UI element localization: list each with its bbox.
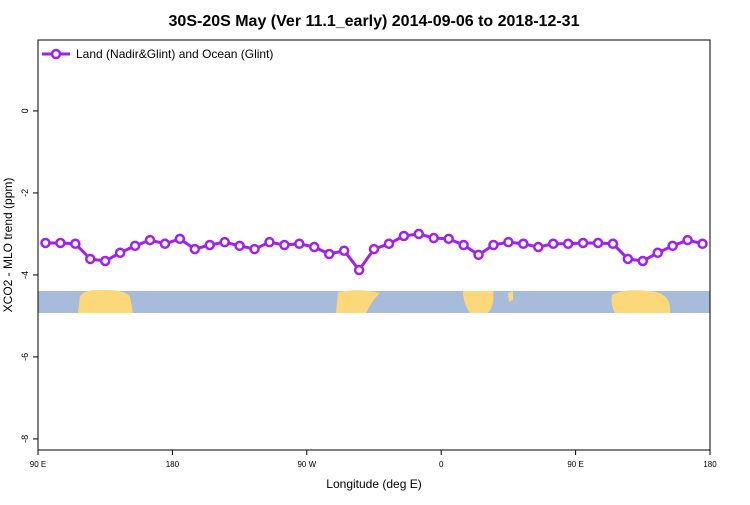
point: [488, 239, 499, 251]
point: [323, 248, 335, 260]
point: [577, 237, 589, 249]
point: [40, 237, 51, 249]
x-tick-label: 180: [166, 460, 180, 469]
point: [70, 238, 81, 250]
point: [174, 233, 186, 245]
point: [129, 240, 141, 252]
legend-marker: [50, 48, 62, 60]
point: [637, 255, 649, 267]
point: [697, 238, 708, 250]
point: [652, 247, 663, 259]
point: [219, 236, 230, 248]
x-tick-label: 90 E: [567, 460, 583, 469]
y-tick-label: -4: [20, 271, 30, 279]
point: [144, 234, 156, 246]
map-strip: [38, 289, 710, 313]
point: [234, 240, 245, 252]
point: [413, 228, 425, 240]
y-tick-label: -6: [20, 353, 30, 361]
x-tick-label: 0: [439, 460, 444, 469]
point: [309, 241, 320, 253]
y-tick-label: -8: [20, 435, 30, 443]
point: [279, 239, 290, 251]
x-tick-label: 180: [703, 460, 717, 469]
point: [473, 249, 484, 261]
x-axis-label: Longitude (deg E): [326, 477, 421, 491]
point: [294, 238, 305, 250]
point: [562, 238, 574, 250]
point: [443, 233, 454, 245]
point: [249, 243, 260, 255]
plot-frame: [37, 39, 711, 451]
point: [353, 264, 365, 276]
point: [503, 236, 514, 248]
point: [368, 243, 380, 255]
point: [114, 247, 126, 259]
x-tick-label: 90 W: [297, 460, 316, 469]
point: [85, 253, 96, 265]
y-tick-label: 0: [20, 108, 30, 113]
chart-title: 30S-20S May (Ver 11.1_early) 2014-09-06 …: [169, 13, 580, 30]
point: [682, 234, 693, 246]
point: [99, 255, 111, 267]
point: [458, 239, 469, 251]
point: [667, 240, 678, 252]
point: [264, 236, 275, 248]
point: [189, 243, 201, 255]
point: [622, 253, 634, 265]
point: [55, 237, 66, 249]
point: [159, 238, 171, 250]
point: [338, 245, 350, 256]
y-axis-label: XCO2 - MLO trend (ppm): [1, 178, 15, 313]
x-tick-label: 90 E: [30, 460, 46, 469]
point: [592, 237, 604, 249]
point: [428, 232, 439, 244]
legend-label: Land (Nadir&Glint) and Ocean (Glint): [76, 47, 273, 61]
y-tick-label: -2: [20, 189, 30, 197]
point: [204, 239, 215, 251]
point: [383, 238, 395, 250]
point: [518, 238, 529, 250]
point: [398, 230, 410, 242]
point: [533, 241, 544, 253]
point: [547, 238, 559, 250]
point: [607, 238, 619, 250]
